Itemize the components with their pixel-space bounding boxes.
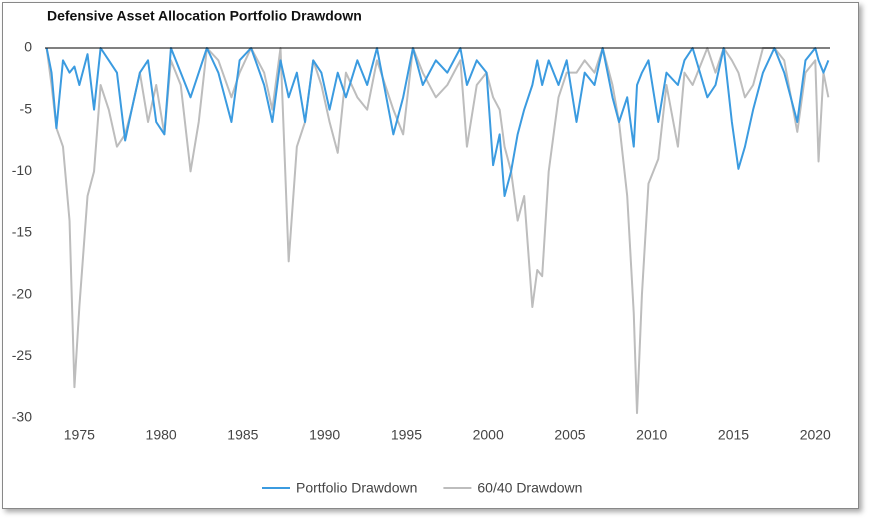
y-tick-label: -20 <box>12 285 32 301</box>
x-tick-label: 1990 <box>309 427 340 443</box>
chart-title: Defensive Asset Allocation Portfolio Dra… <box>47 8 362 24</box>
y-tick-label: 0 <box>24 39 32 55</box>
y-tick-label: -30 <box>12 409 32 425</box>
y-tick-label: -25 <box>12 347 32 363</box>
x-tick-label: 1985 <box>227 427 258 443</box>
legend-label: 60/40 Drawdown <box>477 480 582 496</box>
x-tick-label: 2005 <box>554 427 585 443</box>
x-tick-label: 2000 <box>473 427 504 443</box>
y-tick-label: -15 <box>12 224 32 240</box>
x-tick-label: 2020 <box>800 427 831 443</box>
x-tick-label: 1980 <box>146 427 177 443</box>
series-line <box>45 47 830 415</box>
y-tick-label: -10 <box>12 162 32 178</box>
legend-label: Portfolio Drawdown <box>296 480 417 496</box>
x-tick-label: 2015 <box>718 427 749 443</box>
x-tick-label: 1975 <box>64 427 95 443</box>
x-tick-label: 2010 <box>636 427 667 443</box>
series-line <box>45 47 830 197</box>
x-tick-label: 1995 <box>391 427 422 443</box>
y-tick-label: -5 <box>20 100 33 116</box>
